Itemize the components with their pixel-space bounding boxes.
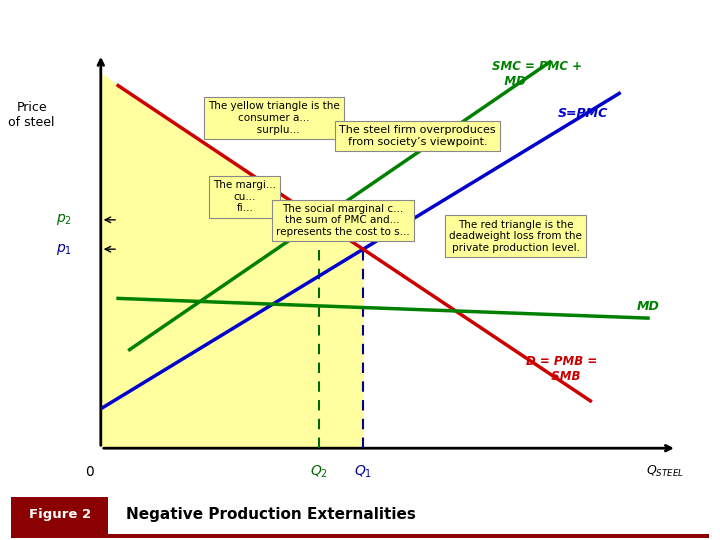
Text: Negative Production Externalities: Negative Production Externalities [126,507,416,522]
Text: D = PMB =
  SMB: D = PMB = SMB [526,355,597,383]
Text: The yellow triangle is the
consumer a...
   surplu...: The yellow triangle is the consumer a...… [208,102,339,134]
Polygon shape [101,74,363,409]
Text: The margi...
cu...
fi...: The margi... cu... fi... [213,180,276,213]
Text: $Q_{STEEL}$: $Q_{STEEL}$ [647,464,684,480]
Text: $Q_1$: $Q_1$ [354,464,372,480]
FancyBboxPatch shape [11,497,108,534]
FancyBboxPatch shape [11,534,709,538]
Text: The steel firm overproduces
from society’s viewpoint.: The steel firm overproduces from society… [339,125,496,146]
Text: SMC = PMC +
   MD: SMC = PMC + MD [492,60,582,87]
Text: Figure 2: Figure 2 [29,508,91,521]
Text: MD: MD [636,300,660,313]
Text: Price
of steel: Price of steel [9,102,55,129]
Text: 0: 0 [85,465,94,479]
Text: $p_2$: $p_2$ [56,212,72,227]
Text: The red triangle is the
deadweight loss from the
private production level.: The red triangle is the deadweight loss … [449,220,582,253]
Text: $Q_2$: $Q_2$ [310,464,328,480]
Text: The social marginal c...
the sum of PMC and...
represents the cost to s...: The social marginal c... the sum of PMC … [276,204,410,237]
Text: S=PMC: S=PMC [557,106,608,120]
Text: $p_1$: $p_1$ [56,242,72,256]
Polygon shape [101,249,363,448]
